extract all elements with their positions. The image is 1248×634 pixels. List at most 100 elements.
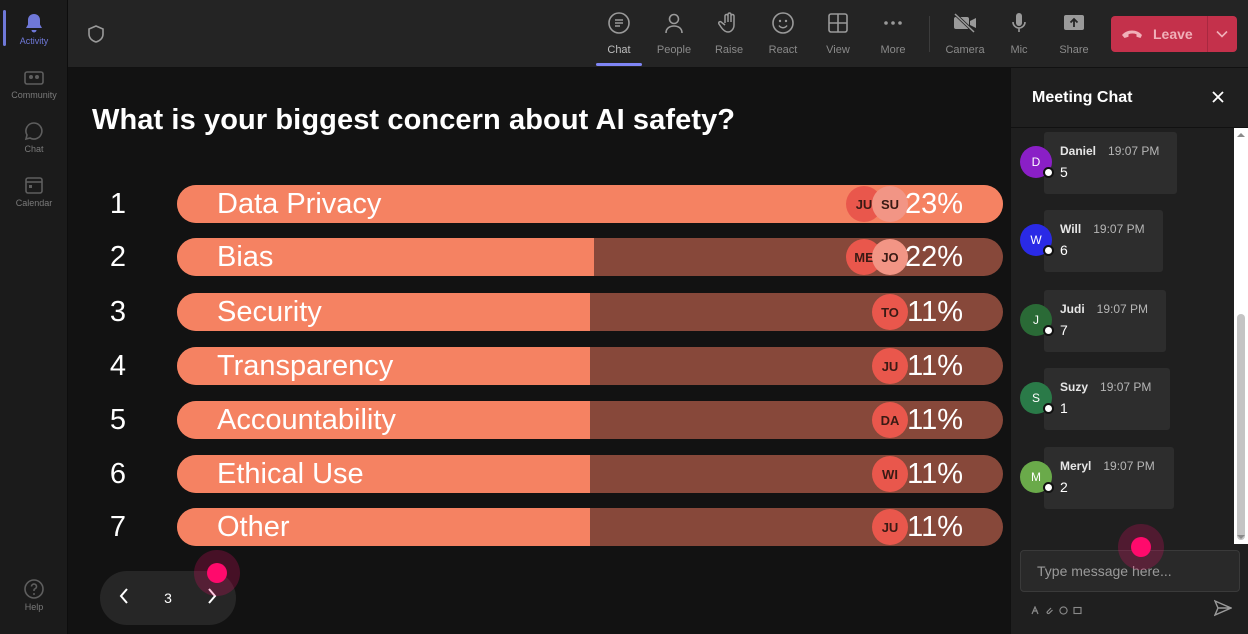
chevron-down-icon[interactable]: [1208, 30, 1236, 38]
message-text: 1: [1060, 400, 1068, 416]
toolbar-label: Chat: [607, 44, 631, 56]
option-percent: 11%: [907, 458, 963, 490]
option-bar-fill: [177, 508, 590, 546]
toolbar-label: React: [768, 44, 798, 56]
page-number: 3: [164, 590, 172, 606]
leave-button[interactable]: Leave: [1111, 16, 1237, 52]
message-bubble: Suzy 19:07 PM 1: [1044, 368, 1170, 430]
rail-label: Chat: [24, 144, 44, 154]
option-bar: Security TO 11%: [177, 293, 1003, 331]
option-percent: 22%: [904, 241, 963, 273]
scroll-down-icon[interactable]: [1237, 533, 1245, 541]
option-bar-fill: [177, 238, 595, 276]
message-time: 19:07 PM: [1093, 222, 1145, 236]
hand-icon: [716, 10, 742, 36]
toolbar-label: Camera: [945, 44, 985, 56]
toolbar-people-button[interactable]: People: [649, 10, 699, 60]
close-icon[interactable]: [1209, 88, 1227, 106]
attach-icon[interactable]: [1045, 602, 1054, 615]
message-header: Judi 19:07 PM: [1060, 300, 1150, 318]
option-percent: 11%: [907, 350, 963, 382]
sender-name: Judi: [1060, 302, 1085, 316]
option-label: Security: [217, 296, 322, 328]
message-text: 2: [1060, 479, 1068, 495]
bell-icon: [23, 12, 45, 34]
poll-option-row: 7 Other JU 11%: [68, 508, 1010, 546]
compose-toolbar: [1031, 602, 1082, 615]
scroll-up-icon[interactable]: [1237, 131, 1245, 139]
message-bubble: Meryl 19:07 PM 2: [1044, 447, 1174, 509]
message-text: 7: [1060, 322, 1068, 338]
toolbar-mic-button[interactable]: Mic: [994, 10, 1044, 60]
poll-option-row: 5 Accountability DA 11%: [68, 401, 1010, 439]
toolbar-view-button[interactable]: View: [813, 10, 863, 60]
chat-message: Meryl 19:07 PM 2 M: [1019, 447, 1233, 511]
option-percent: 23%: [904, 188, 963, 220]
rail-item-chat[interactable]: Chat: [0, 112, 68, 162]
chevron-left-icon[interactable]: [118, 587, 130, 610]
format-icon[interactable]: [1031, 602, 1040, 615]
chat-compose-box: [1020, 550, 1240, 592]
presence-status-dot: [1043, 167, 1054, 178]
rail-label: Help: [24, 602, 44, 612]
toolbar-camera-button[interactable]: Camera: [940, 10, 990, 60]
chat-scrollbar[interactable]: [1234, 128, 1248, 544]
voter-avatar: WI: [872, 456, 908, 492]
message-time: 19:07 PM: [1108, 144, 1160, 158]
voter-avatar: JU: [872, 348, 908, 384]
rail-item-help[interactable]: Help: [0, 570, 68, 620]
option-bar: Bias ME JO 22%: [177, 238, 1003, 276]
rail-label: Activity: [19, 36, 49, 46]
rail-label: Community: [11, 90, 57, 100]
rail-item-activity[interactable]: Activity: [0, 4, 68, 54]
option-percent: 11%: [907, 296, 963, 328]
toolbar-share-button[interactable]: Share: [1049, 10, 1099, 60]
poll-results-panel: What is your biggest concern about AI sa…: [68, 68, 1010, 634]
option-bar-fill: [177, 347, 590, 385]
option-number: 4: [109, 350, 127, 382]
option-label: Bias: [217, 241, 274, 273]
grid-icon: [825, 10, 851, 36]
option-number: 3: [109, 296, 127, 328]
chevron-right-icon[interactable]: [206, 587, 218, 610]
emoji-icon[interactable]: [1059, 602, 1068, 615]
toolbar-raise-button[interactable]: Raise: [704, 10, 754, 60]
poll-option-row: 2 Bias ME JO 22%: [68, 238, 1010, 276]
option-label: Data Privacy: [217, 188, 382, 220]
toolbar-divider: [929, 16, 930, 52]
message-header: Meryl 19:07 PM: [1060, 457, 1158, 475]
poll-question: What is your biggest concern about AI sa…: [92, 104, 736, 136]
message-time: 19:07 PM: [1096, 302, 1149, 316]
message-bubble: Daniel 19:07 PM 5: [1044, 132, 1177, 194]
chat-title: Meeting Chat: [1032, 89, 1133, 106]
calendar-icon: [23, 174, 45, 196]
option-bar-fill: [177, 455, 590, 493]
toolbar-chat-button[interactable]: Chat: [594, 10, 644, 66]
presence-status-dot: [1043, 245, 1054, 256]
voter-avatar: TO: [872, 294, 908, 330]
chat-message-input[interactable]: [1021, 551, 1239, 591]
emoji-icon: [770, 10, 796, 36]
rail-item-community[interactable]: Community: [0, 58, 68, 108]
option-number: 1: [109, 188, 127, 220]
leave-label: Leave: [1153, 26, 1193, 42]
message-header: Suzy 19:07 PM: [1060, 378, 1154, 396]
option-bar: Data Privacy JU SU 23%: [177, 185, 1003, 223]
option-bar-fill: [177, 293, 590, 331]
toolbar-label: People: [656, 44, 692, 56]
chat-message: Will 19:07 PM 6 W: [1019, 210, 1233, 274]
send-icon[interactable]: [1213, 599, 1233, 617]
sender-name: Suzy: [1060, 380, 1089, 394]
poll-option-row: 1 Data Privacy JU SU 23%: [68, 185, 1010, 223]
more-icon: [880, 10, 906, 36]
meeting-chat-panel: Meeting Chat Daniel 19:07 PM 5 D Will 19:07 P…: [1010, 68, 1248, 634]
rail-item-calendar[interactable]: Calendar: [0, 166, 68, 216]
share-icon: [1061, 10, 1087, 36]
message-text: 6: [1060, 242, 1068, 258]
toolbar-more-button[interactable]: More: [868, 10, 918, 60]
scrollbar-thumb[interactable]: [1237, 314, 1245, 540]
gif-icon[interactable]: [1073, 602, 1082, 615]
toolbar-react-button[interactable]: React: [758, 10, 808, 60]
chat-message: Suzy 19:07 PM 1 S: [1019, 368, 1233, 432]
sender-name: Will: [1060, 222, 1082, 236]
